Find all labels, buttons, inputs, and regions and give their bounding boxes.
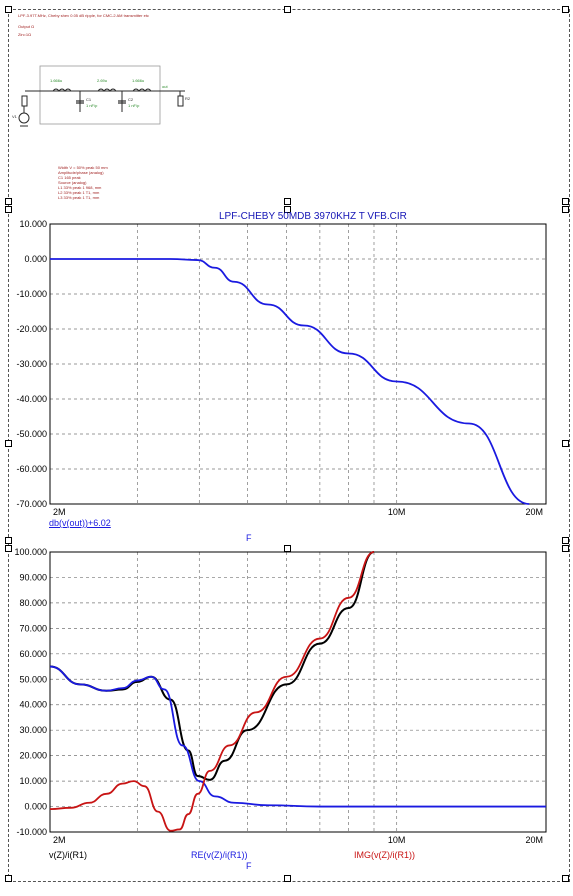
x-tick-label: 2M [53,507,66,517]
series-line [49,665,546,808]
y-tick-label: 20.000 [19,751,47,761]
series-line [49,551,375,781]
chart-title: LPF-CHEBY 50MDB 3970KHZ T VFB.CIR [219,211,407,222]
schematic-diagram[interactable]: 1.666u 2.69u 1.666u C1 C2 1 nF/p 1 nF/p … [0,60,573,200]
filter-response-chart[interactable]: 10.000 0.000 -10.000 -20.000 -30.000 -40.000 -… [0,220,573,540]
resize-handle[interactable] [562,440,569,447]
header-note: LPF-3.97T.MHz, Cheby shev 0.05 dB ripple… [18,13,149,18]
resize-handle[interactable] [562,545,569,552]
note-line: Width V = 50% peak 50 mm [58,165,108,170]
y-tick-label: 10.000 [19,776,47,786]
resistor-icon [177,95,184,107]
y-tick-label: -60.000 [16,464,47,474]
resize-handle[interactable] [284,6,291,13]
y-tick-label: 40.000 [19,700,47,710]
component-value: 2.69u [97,78,107,83]
component-label: R2 [185,96,191,101]
series-label: db(v(out))+6.02 [49,518,111,528]
resize-handle[interactable] [5,440,12,447]
resize-handle[interactable] [562,875,569,882]
series-label: IMG(v(Z)/i(R1)) [354,850,415,860]
note-line: Source (analog) [58,180,87,185]
plot-frame [49,223,547,505]
resize-handle[interactable] [562,206,569,213]
component-label: V1 [12,114,18,119]
resize-handle[interactable] [284,198,291,205]
y-tick-label: -30.000 [16,359,47,369]
schematic-box [39,65,161,125]
y-tick-label: -50.000 [16,429,47,439]
y-tick-label: 30.000 [19,725,47,735]
inductor-icon [52,88,72,92]
header-note: Output Ω [18,24,35,29]
series-line [49,551,375,832]
x-tick-label: 10M [388,835,406,845]
header-note: Zin=1Ω [18,32,32,37]
inductor-icon [132,88,152,92]
note-line: L2 33% peak 1 T1, mm [58,190,100,195]
resize-handle[interactable] [5,875,12,882]
component-value: 1 nF/p [128,103,140,108]
resize-handle[interactable] [5,6,12,13]
note-line: L1 33% peak 1 968, mm [58,185,102,190]
x-axis-label: F [246,861,252,871]
resize-handle[interactable] [5,206,12,213]
series-line [49,258,530,505]
component-value: 1.666u [50,78,62,83]
resize-handle[interactable] [5,198,12,205]
note-line: C1 165 peak [58,175,81,180]
y-tick-label: -70.000 [16,499,47,509]
series-label: RE(v(Z)/i(R1)) [191,850,248,860]
y-tick-label: 0.000 [24,802,47,812]
x-axis-label: F [246,533,252,543]
resize-handle[interactable] [562,198,569,205]
resize-handle[interactable] [5,537,12,544]
schematic-panel: LPF-3.97T.MHz, Cheby shev 0.05 dB ripple… [0,0,573,200]
resize-handle[interactable] [562,6,569,13]
resize-handle[interactable] [5,545,12,552]
series-label: v(Z)/i(R1) [49,850,87,860]
component-label: C1 [86,97,92,102]
component-value: 1 nF/p [86,103,98,108]
component-value: 1.666u [132,78,144,83]
y-tick-label: -10.000 [16,827,47,837]
node-label: out [162,84,168,89]
x-tick-label: 2M [53,835,66,845]
y-tick-label: 70.000 [19,623,47,633]
y-tick-label: 60.000 [19,649,47,659]
x-tick-label: 10M [388,507,406,517]
resistor-icon [21,95,28,107]
plot-frame [49,551,547,833]
resize-handle[interactable] [562,537,569,544]
y-tick-label: -10.000 [16,289,47,299]
note-line: L3 33% peak 1 T1, mm [58,195,100,200]
impedance-chart[interactable]: 100.000 90.000 80.000 70.000 60.000 50.000 40.… [0,545,573,855]
inductor-icon [97,88,117,92]
y-tick-label: 0.000 [24,254,47,264]
resize-handle[interactable] [284,875,291,882]
x-tick-label: 20M [525,507,543,517]
y-tick-label: 50.000 [19,674,47,684]
y-tick-label: 100.000 [14,547,47,557]
y-tick-label: 10.000 [19,220,47,229]
y-tick-label: 90.000 [19,572,47,582]
note-line: Amplitude/phase (analog) [58,170,104,175]
source-icon [18,112,30,124]
x-tick-label: 20M [525,835,543,845]
resize-handle[interactable] [284,206,291,213]
y-tick-label: 80.000 [19,598,47,608]
component-label: C2 [128,97,134,102]
y-tick-label: -20.000 [16,324,47,334]
y-tick-label: -40.000 [16,394,47,404]
